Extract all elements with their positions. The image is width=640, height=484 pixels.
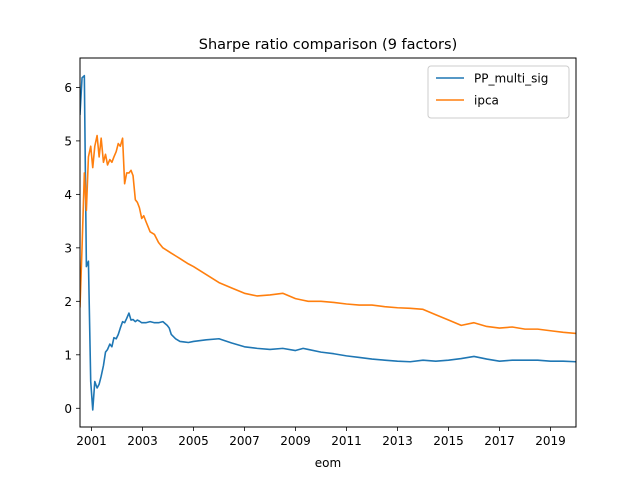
legend-box <box>427 65 570 119</box>
axes-frame <box>79 57 577 428</box>
y-axis-ticks: 0 1 2 3 4 5 6 <box>64 81 80 416</box>
plot-area <box>80 74 576 411</box>
x-axis-label: eom <box>315 456 341 470</box>
y-tick-label: 0 <box>64 402 72 416</box>
x-tick-label: 2005 <box>178 434 209 448</box>
x-tick-label: 2007 <box>229 434 260 448</box>
x-tick-label: 2009 <box>280 434 311 448</box>
x-tick-label: 2013 <box>382 434 413 448</box>
x-tick-label: 2003 <box>127 434 158 448</box>
y-tick-label: 5 <box>64 134 72 148</box>
x-tick-label: 2017 <box>484 434 515 448</box>
y-tick-label: 4 <box>64 188 72 202</box>
x-tick-label: 2001 <box>76 434 107 448</box>
series-line-ipca <box>80 134 576 335</box>
y-tick-label: 6 <box>64 81 72 95</box>
x-tick-label: 2011 <box>331 434 362 448</box>
y-tick-label: 3 <box>64 241 72 255</box>
x-axis-ticks: 2001 2003 2005 2007 2009 2011 2013 2015 2017 2019 <box>76 427 566 448</box>
chart-title: Sharpe ratio comparison (9 factors) <box>199 37 457 53</box>
x-tick-label: 2019 <box>535 434 566 448</box>
legend-label: ipca <box>474 94 499 108</box>
series-line-pp-multi-sig <box>80 74 576 411</box>
y-tick-label: 1 <box>64 348 72 362</box>
x-tick-label: 2015 <box>433 434 464 448</box>
y-tick-label: 2 <box>64 295 72 309</box>
legend-label: PP_multi_sig <box>474 72 548 86</box>
